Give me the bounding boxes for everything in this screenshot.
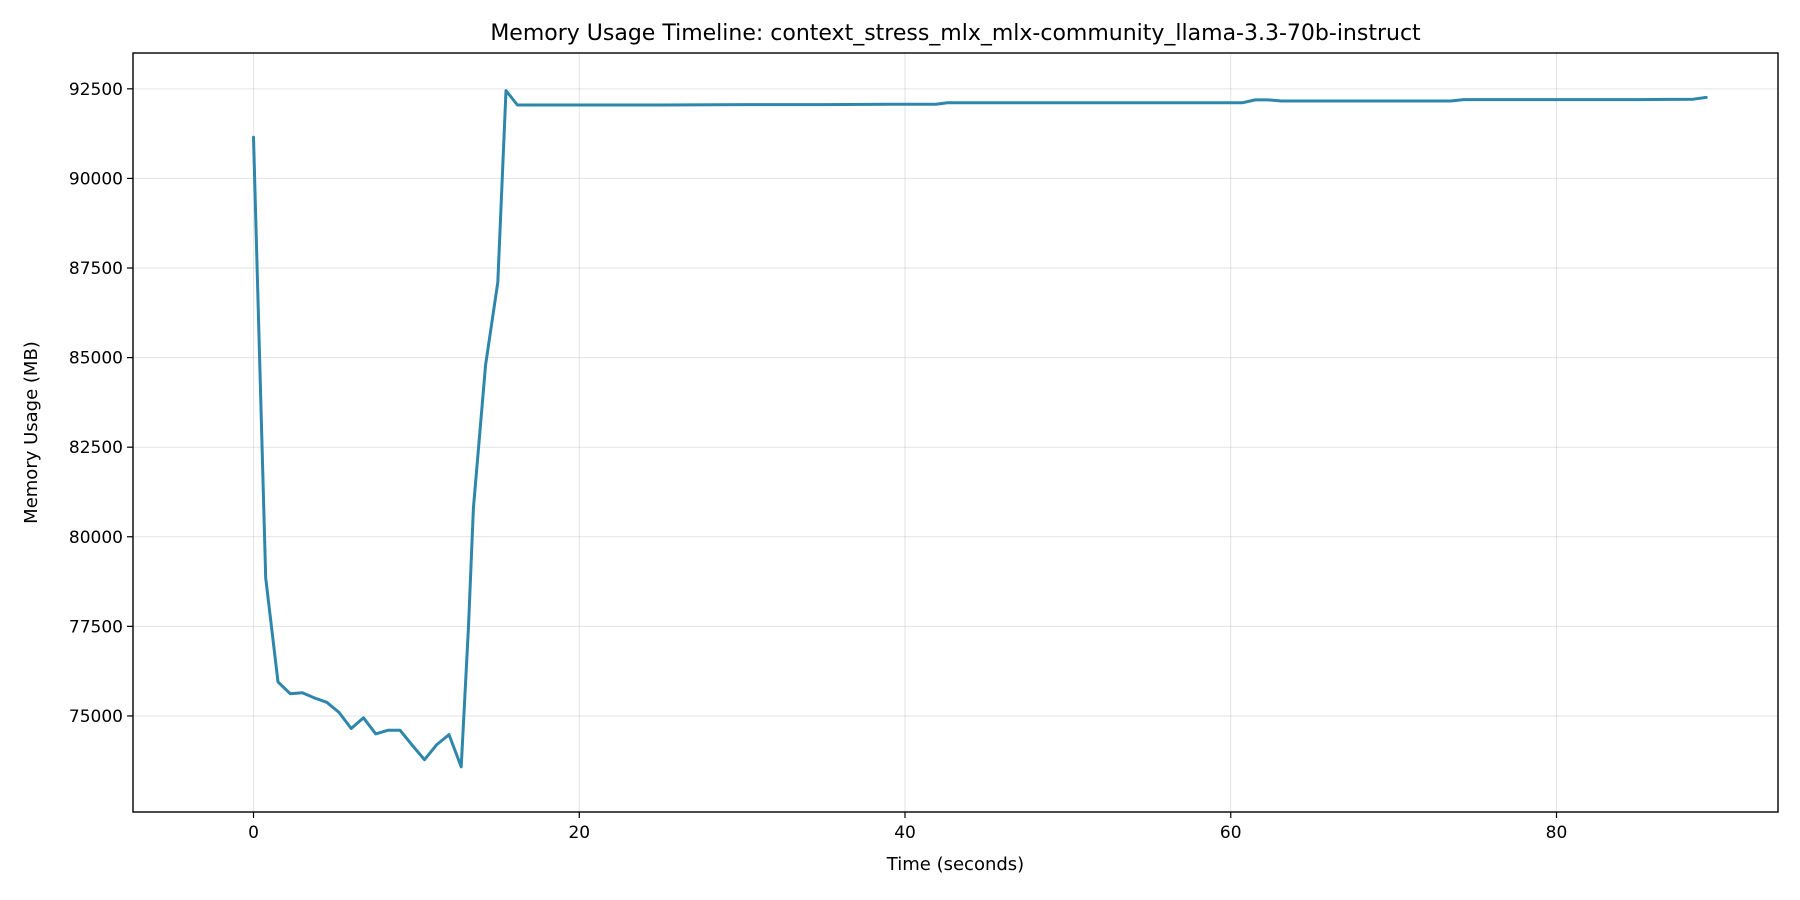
data-layer [252,89,1708,769]
x-tick-label: 40 [894,823,916,843]
y-axis-label: Memory Usage (MB) [21,341,42,524]
y-tick-label: 92500 [69,80,123,100]
tick-layer: 75000 77500 80000 82500 85000 87500 90000 92500… [69,80,1567,843]
grid-layer [133,53,1778,812]
y-tick-label: 80000 [69,528,123,548]
x-tick-label: 20 [568,823,590,843]
memory-usage-line [252,89,1708,769]
chart-title: Memory Usage Timeline: context_stress_ml… [490,21,1421,46]
x-tick-label: 80 [1546,823,1568,843]
plot-frame [132,52,1779,813]
y-tick-label: 90000 [69,169,123,189]
y-tick-label: 77500 [69,617,123,637]
y-tick-label: 87500 [69,259,123,279]
x-tick-label: 60 [1220,823,1242,843]
y-tick-label: 82500 [69,438,123,458]
x-axis-label: Time (seconds) [886,854,1024,875]
y-tick-label: 75000 [69,707,123,727]
x-tick-label: 0 [248,823,259,843]
y-tick-label: 85000 [69,349,123,369]
